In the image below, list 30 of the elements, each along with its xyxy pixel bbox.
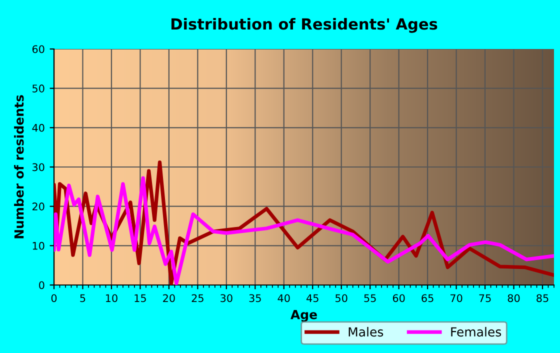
y-tick-label: 40 (32, 124, 44, 132)
x-tick-label: 35 (249, 294, 261, 302)
y-tick-label: 30 (32, 163, 44, 172)
x-tick-label: 5 (80, 294, 86, 302)
x-tick-label: 50 (336, 294, 348, 302)
y-axis-title: Number of residents (14, 95, 24, 238)
legend-label: Males (348, 326, 384, 337)
x-tick-label: 10 (106, 294, 118, 302)
x-tick-label: 75 (479, 294, 491, 302)
x-tick-label: 0 (51, 294, 57, 302)
x-tick-label: 15 (134, 294, 146, 302)
x-tick-label: 45 (306, 294, 318, 302)
x-tick-label: 60 (392, 294, 405, 302)
y-tick-label: 0 (39, 281, 44, 290)
x-tick-label: 30 (220, 294, 232, 302)
x-axis-title: Age (290, 310, 317, 322)
y-tick-label: 20 (32, 202, 44, 210)
chart-title: Distribution of Residents' Ages (171, 18, 438, 33)
x-tick-label: 85 (536, 294, 548, 302)
x-tick-label: 20 (163, 294, 175, 302)
x-tick-label: 80 (508, 294, 520, 302)
y-tick-label: 60 (32, 45, 44, 54)
x-tick-label: 65 (422, 294, 434, 302)
x-tick-label: 25 (192, 294, 204, 302)
y-tick-label: 50 (32, 84, 44, 92)
x-tick-label: 40 (278, 294, 290, 302)
y-tick-label: 10 (32, 242, 44, 250)
x-tick-label: 55 (364, 294, 376, 302)
legend-label: Females (451, 326, 502, 337)
x-tick-label: 70 (450, 294, 462, 302)
